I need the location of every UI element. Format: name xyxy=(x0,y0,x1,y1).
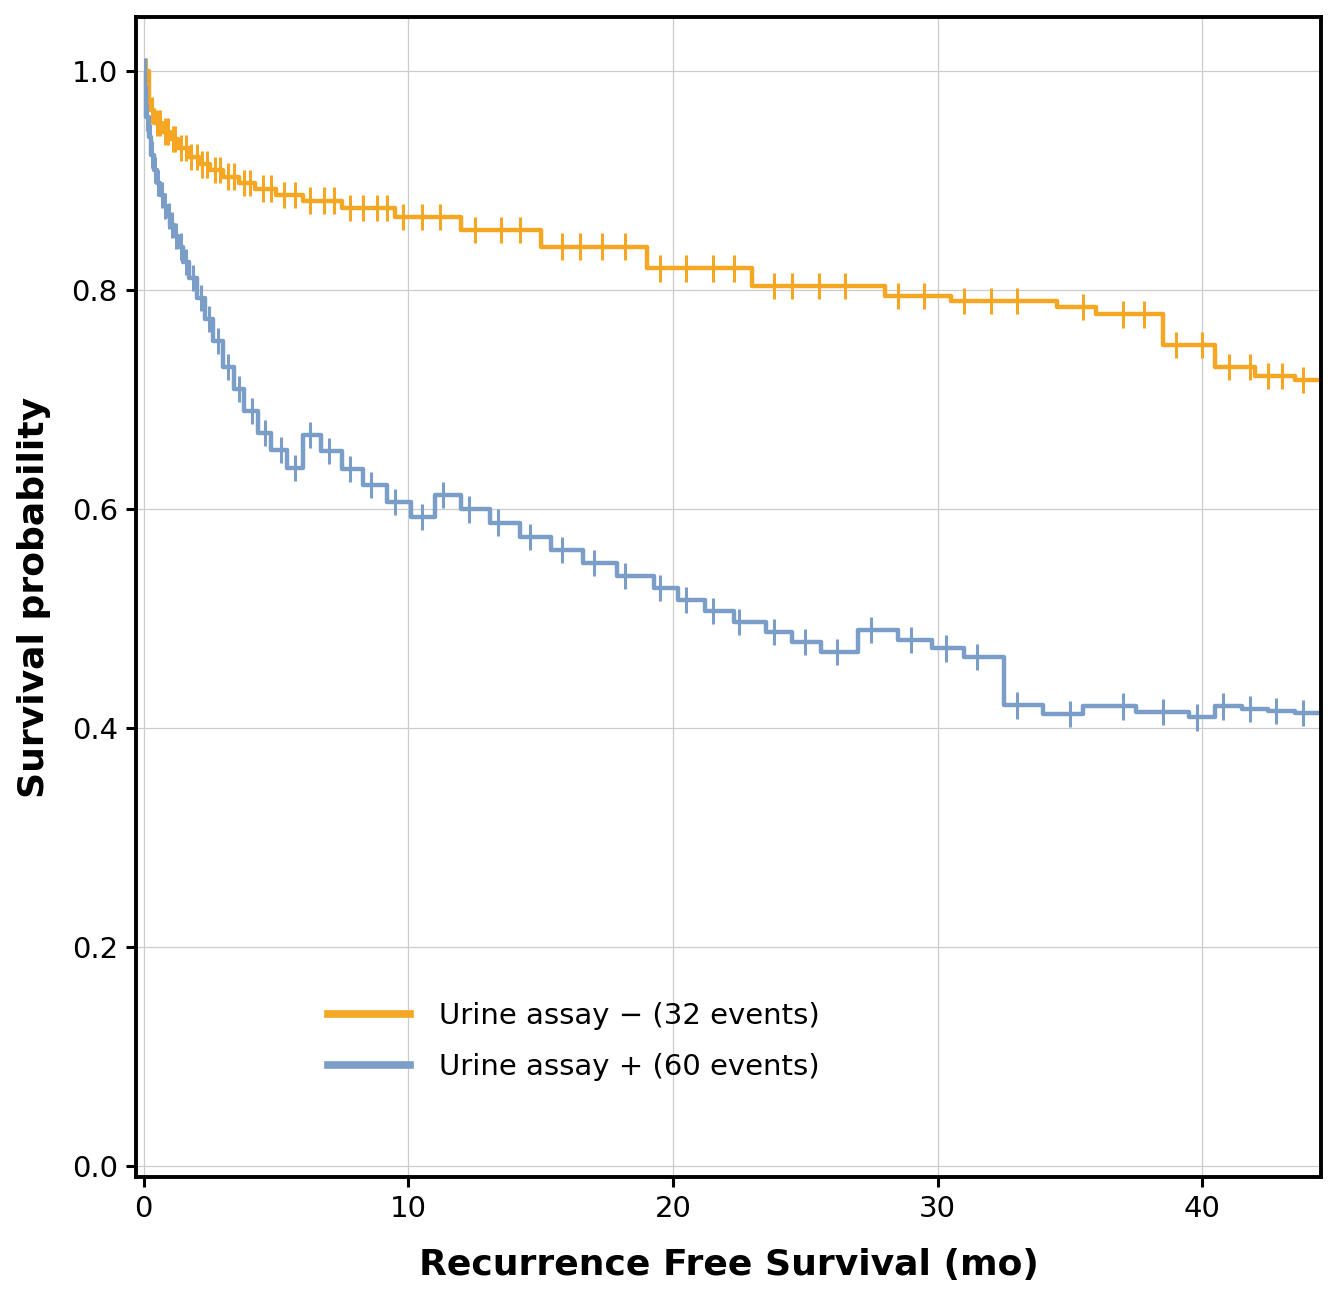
Legend: Urine assay − (32 events), Urine assay + (60 events): Urine assay − (32 events), Urine assay +… xyxy=(316,990,831,1092)
Y-axis label: Survival probability: Survival probability xyxy=(16,396,51,798)
X-axis label: Recurrence Free Survival (mo): Recurrence Free Survival (mo) xyxy=(419,1248,1038,1282)
